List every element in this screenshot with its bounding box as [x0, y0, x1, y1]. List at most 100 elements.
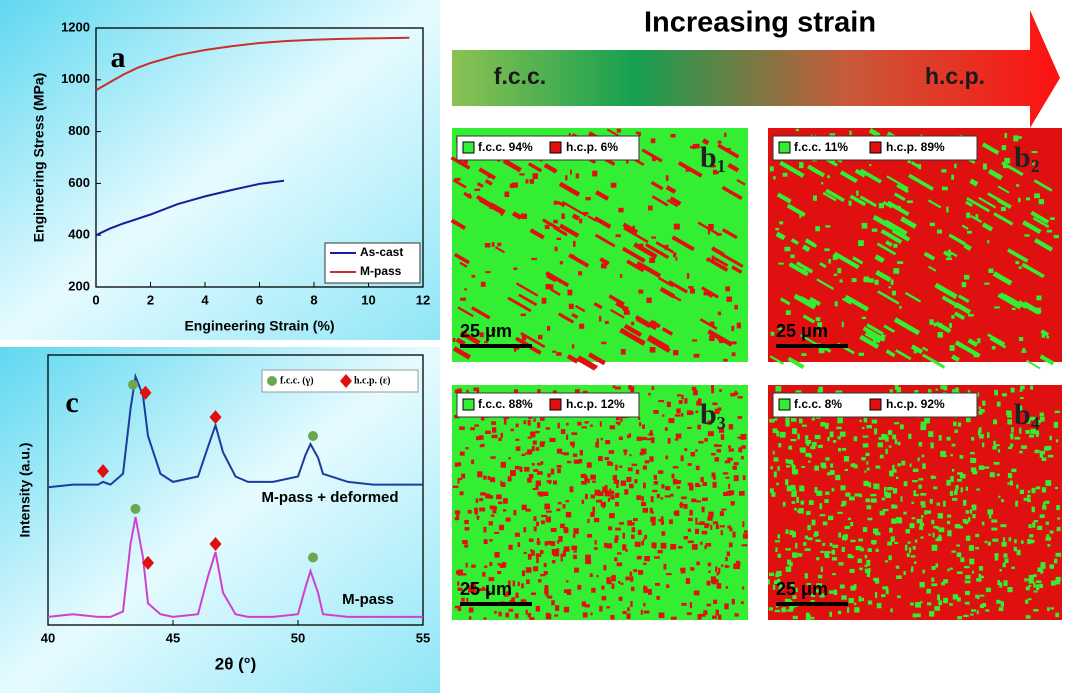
map-legend-swatch — [462, 398, 475, 411]
phase-speckle — [801, 465, 806, 468]
phase-speckle — [617, 552, 622, 555]
phase-speckle — [1025, 417, 1031, 424]
phase-speckle — [622, 532, 625, 539]
phase-speckle — [554, 246, 558, 252]
phase-speckle — [1004, 558, 1009, 563]
phase-speckle — [525, 179, 529, 184]
phase-speckle — [681, 602, 687, 606]
phase-speckle — [492, 427, 497, 433]
phase-speckle — [1040, 329, 1050, 337]
phase-speckle — [725, 557, 728, 562]
phase-speckle — [606, 606, 610, 609]
phase-speckle — [692, 339, 698, 342]
phase-speckle — [900, 424, 904, 430]
phase-speckle — [592, 480, 596, 483]
phase-speckle — [626, 159, 629, 164]
phase-speckle — [529, 617, 535, 620]
phase-speckle — [558, 181, 581, 197]
phase-speckle — [719, 511, 724, 517]
phase-speckle — [737, 416, 743, 419]
phase-speckle — [568, 303, 574, 309]
phase-speckle — [793, 470, 797, 475]
phase-speckle — [700, 476, 704, 483]
phase-speckle — [1034, 193, 1040, 199]
phase-speckle — [474, 188, 481, 191]
phase-speckle — [709, 258, 729, 272]
phase-speckle — [487, 475, 490, 480]
panel-bg — [0, 0, 440, 340]
phase-speckle — [808, 500, 814, 505]
phase-speckle — [669, 519, 673, 525]
phase-speckle — [479, 507, 486, 512]
phase-speckle — [967, 338, 979, 348]
phase-speckle — [799, 295, 817, 308]
phase-speckle — [810, 445, 816, 450]
phase-speckle — [1055, 579, 1060, 585]
phase-speckle — [707, 420, 711, 425]
phase-speckle — [987, 432, 990, 438]
phase-speckle — [975, 533, 980, 538]
phase-speckle — [514, 348, 517, 352]
phase-speckle — [730, 393, 735, 397]
phase-speckle — [881, 433, 886, 440]
phase-speckle — [599, 257, 610, 266]
phase-speckle — [560, 523, 565, 529]
phase-speckle — [894, 541, 899, 544]
phase-speckle — [792, 531, 796, 538]
phase-speckle — [587, 215, 597, 222]
phase-speckle — [717, 143, 740, 159]
phase-speckle — [556, 352, 562, 356]
phase-speckle — [611, 490, 615, 495]
phase-speckle — [1046, 534, 1050, 537]
phase-speckle — [883, 324, 896, 334]
phase-speckle — [547, 540, 553, 545]
phase-speckle — [609, 425, 615, 430]
phase-speckle — [920, 501, 926, 506]
phase-speckle — [648, 392, 651, 396]
phase-speckle — [625, 549, 628, 552]
panel-letter: c — [65, 386, 78, 419]
phase-speckle — [669, 196, 682, 206]
marker — [97, 464, 109, 479]
phase-speckle — [535, 553, 542, 557]
phase-speckle — [804, 238, 818, 248]
phase-speckle — [790, 238, 800, 246]
phase-speckle — [871, 419, 878, 424]
phase-speckle — [671, 616, 677, 620]
phase-speckle — [790, 254, 795, 259]
phase-speckle — [623, 323, 643, 338]
phase-speckle — [616, 414, 620, 421]
phase-speckle — [507, 296, 532, 313]
phase-speckle — [515, 423, 519, 428]
phase-speckle — [1020, 385, 1025, 390]
phase-speckle — [1001, 541, 1007, 547]
phase-speckle — [831, 557, 838, 561]
phase-speckle — [741, 544, 748, 547]
phase-speckle — [676, 480, 682, 484]
phase-speckle — [1036, 295, 1042, 301]
phase-speckle — [676, 486, 681, 489]
phase-speckle — [674, 438, 679, 441]
phase-speckle — [1026, 359, 1041, 370]
phase-speckle — [961, 224, 969, 230]
phase-speckle — [636, 256, 646, 263]
phase-speckle — [872, 214, 896, 231]
phase-speckle — [790, 487, 796, 490]
phase-speckle — [938, 600, 942, 606]
phase-speckle — [690, 452, 695, 457]
phase-speckle — [608, 491, 613, 495]
phase-speckle — [604, 490, 611, 497]
phase-speckle — [806, 582, 812, 586]
phase-speckle — [651, 386, 655, 390]
phase-speckle — [924, 417, 930, 424]
phase-speckle — [622, 306, 629, 311]
phase-speckle — [1018, 197, 1021, 203]
phase-speckle — [993, 462, 1000, 465]
phase-speckle — [665, 455, 669, 460]
phase-speckle — [494, 551, 500, 558]
phase-speckle — [775, 231, 786, 241]
phase-speckle — [868, 128, 881, 138]
phase-speckle — [943, 597, 948, 604]
phase-speckle — [831, 549, 836, 555]
phase-speckle — [897, 387, 901, 393]
